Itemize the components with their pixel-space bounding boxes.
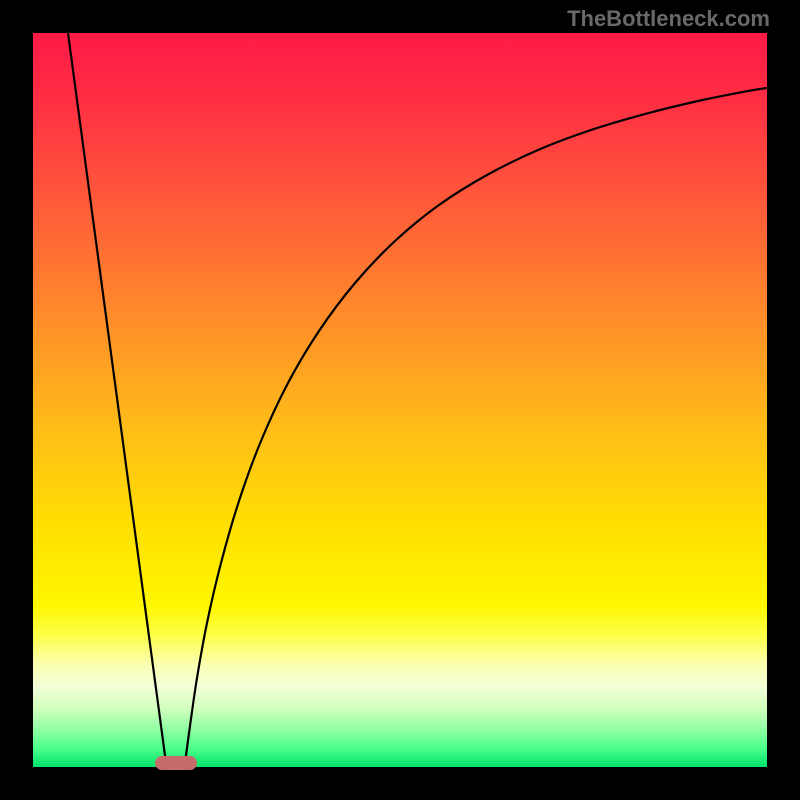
curve-left-segment <box>68 33 166 763</box>
watermark-text: TheBottleneck.com <box>567 6 770 32</box>
chart-container: TheBottleneck.com <box>0 0 800 800</box>
curve-right-segment <box>185 88 767 763</box>
bottleneck-marker <box>155 756 197 770</box>
curve-overlay <box>33 33 767 767</box>
plot-area <box>33 33 767 767</box>
